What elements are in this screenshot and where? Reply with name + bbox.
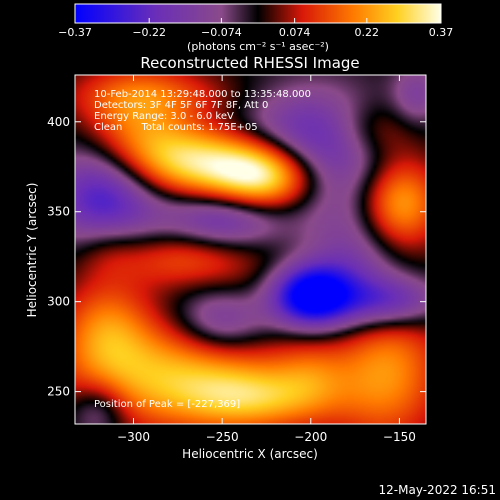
colorbar-frame: [74, 3, 442, 24]
x-tick-label: −300: [117, 430, 150, 444]
annotation-detectors: Detectors: 3F 4F 5F 6F 7F 8F, Att 0: [94, 100, 268, 111]
colorbar-tick-label: 0.074: [279, 26, 311, 39]
colorbar: −0.37 −0.22 −0.074 0.074 0.22 0.37 (photons c…: [58, 3, 453, 53]
x-tick-label: −150: [383, 430, 416, 444]
y-axis-ticks: 250 300 350 400: [47, 115, 426, 399]
annotation-energy-range: Energy Range: 3.0 - 6.0 keV: [94, 111, 234, 122]
colorbar-tick-label: 0.37: [429, 26, 454, 39]
y-tick-label: 400: [47, 115, 70, 129]
annotation-block: 10-Feb-2014 13:29:48.000 to 13:35:48.000…: [94, 89, 311, 410]
y-axis-label: Heliocentric Y (arcsec): [25, 183, 39, 318]
colorbar-tick-label: −0.074: [201, 26, 242, 39]
x-axis-label: Heliocentric X (arcsec): [182, 447, 318, 461]
colorbar-tick-label: 0.22: [355, 26, 380, 39]
y-tick-label: 300: [47, 295, 70, 309]
y-tick-label: 250: [47, 385, 70, 399]
colorbar-tick-label: −0.22: [132, 26, 166, 39]
plot-frame: [74, 74, 427, 425]
chart-title: Reconstructed RHESSI Image: [140, 54, 359, 72]
colorbar-ticks: −0.37 −0.22 −0.074 0.074 0.22 0.37: [58, 18, 453, 39]
colorbar-gradient: [75, 4, 441, 23]
x-axis-ticks: −300 −250 −200 −150: [117, 75, 416, 444]
x-tick-label: −200: [294, 430, 327, 444]
x-tick-label: −250: [206, 430, 239, 444]
annotation-peak-position: Position of Peak = [-227,369]: [94, 399, 240, 410]
heatmap-image: [75, 75, 426, 424]
annotation-time-range: 10-Feb-2014 13:29:48.000 to 13:35:48.000: [94, 89, 311, 100]
colorbar-tick-label: −0.37: [58, 26, 92, 39]
footer-timestamp: 12-May-2022 16:51: [379, 483, 496, 497]
y-tick-label: 350: [47, 205, 70, 219]
colorbar-units: (photons cm⁻² s⁻¹ asec⁻²): [187, 40, 329, 53]
annotation-clean-counts: Clean Total counts: 1.75E+05: [94, 122, 258, 133]
